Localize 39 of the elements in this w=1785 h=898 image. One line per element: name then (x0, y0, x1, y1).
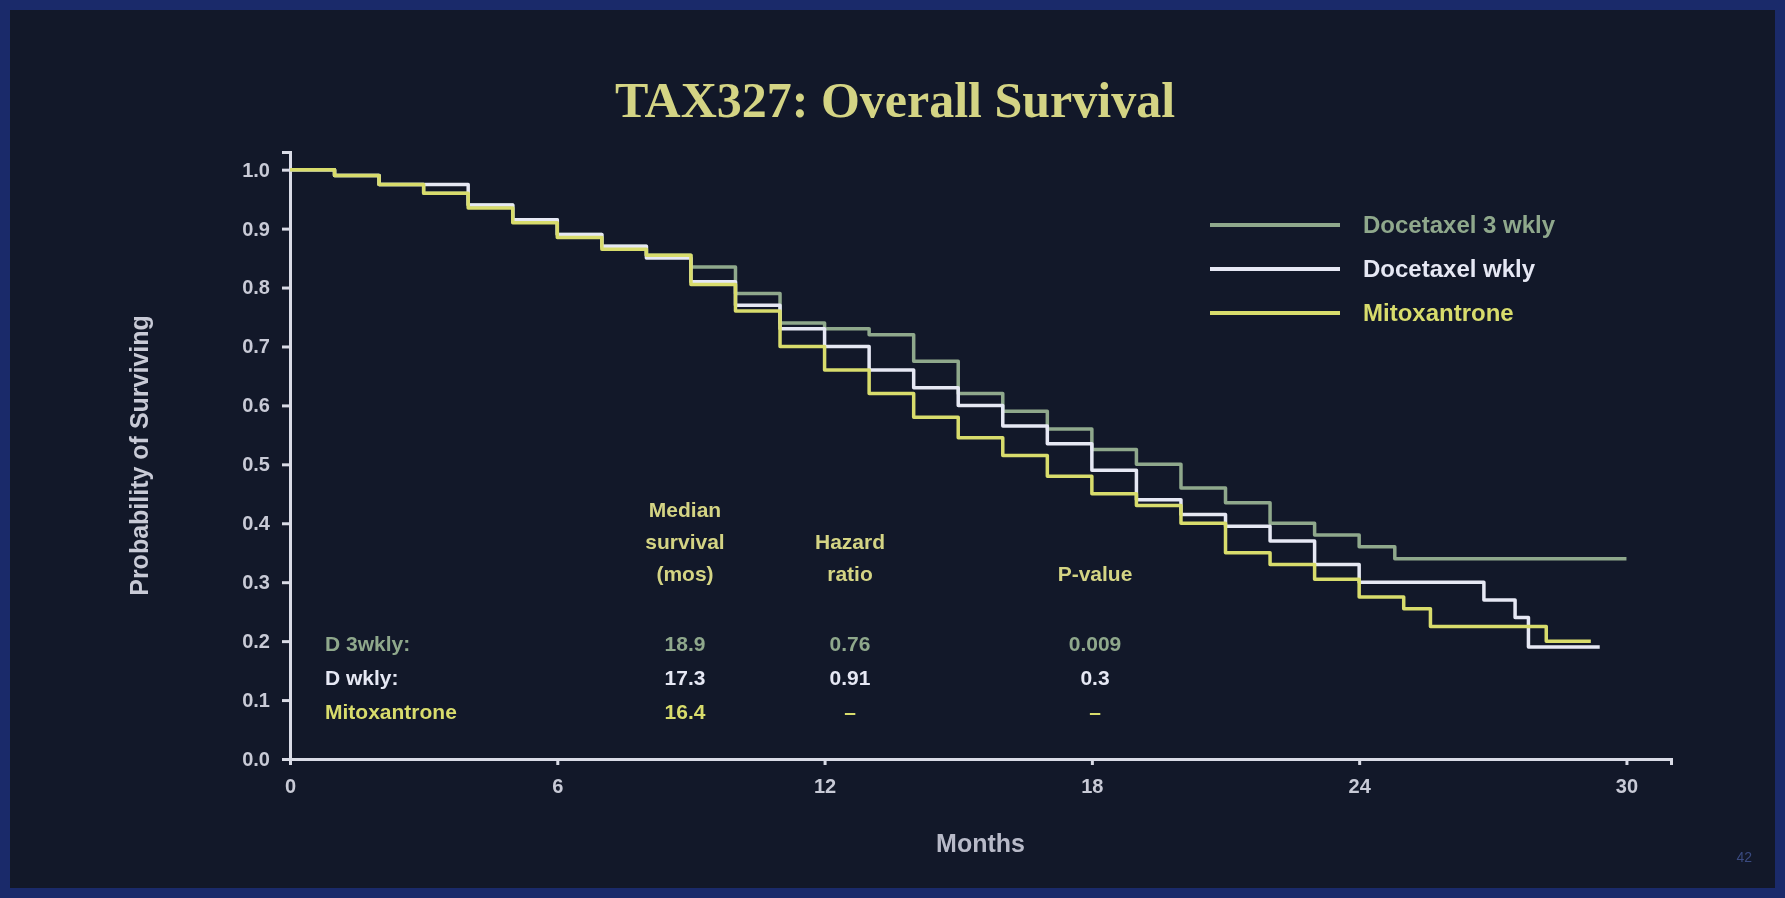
annotation: 0.009 (1068, 632, 1122, 655)
y-tick-label: 1.0 (242, 158, 270, 181)
text: Docetaxel wkly (1363, 255, 1536, 282)
y-tick-label: 0.3 (242, 571, 270, 594)
annotation: 0.91 (829, 666, 871, 689)
annotation: 0.3 (1080, 666, 1110, 689)
y-tick-label: 0.7 (242, 335, 270, 358)
x-tick-label: 12 (813, 775, 837, 798)
x-tick-label: 0 (284, 775, 297, 798)
annotation: – (844, 700, 857, 723)
annotation: Median survival (mos) (645, 498, 725, 585)
annotation: 17.3 (664, 666, 706, 689)
annotation: P-value (1057, 562, 1133, 585)
annotation: Mitoxantrone (325, 700, 457, 723)
x-tick-label: 24 (1348, 775, 1372, 798)
annotation: D 3wkly: (325, 632, 411, 655)
y-tick-label: 0.1 (242, 688, 270, 711)
y-tick-label: 0.0 (242, 747, 270, 770)
y-tick-label: 0.9 (242, 217, 270, 240)
y-tick-label: 0.5 (242, 453, 270, 476)
y-axis-title: Probability of Surviving (125, 315, 153, 596)
text: 42 (1736, 849, 1753, 865)
x-tick-label: 30 (1615, 775, 1639, 798)
x-axis-title: Months (936, 829, 1025, 857)
y-tick-label: 0.2 (242, 630, 270, 653)
x-tick-label: 6 (552, 775, 564, 798)
annotation: Hazard ratio (814, 530, 886, 585)
annotation: 18.9 (664, 632, 706, 655)
chart-title: TAX327: Overall Survival (614, 72, 1176, 128)
y-tick-label: 0.4 (242, 512, 271, 535)
text: Docetaxel 3 wkly (1363, 211, 1556, 238)
annotation: 16.4 (664, 700, 706, 723)
annotation: D wkly: (325, 666, 399, 689)
x-tick-label: 18 (1081, 775, 1104, 798)
annotation: – (1089, 700, 1102, 723)
y-tick-label: 0.6 (242, 394, 270, 417)
y-tick-label: 0.8 (242, 276, 270, 299)
annotation: 0.76 (829, 632, 871, 655)
text: Mitoxantrone (1363, 299, 1514, 326)
